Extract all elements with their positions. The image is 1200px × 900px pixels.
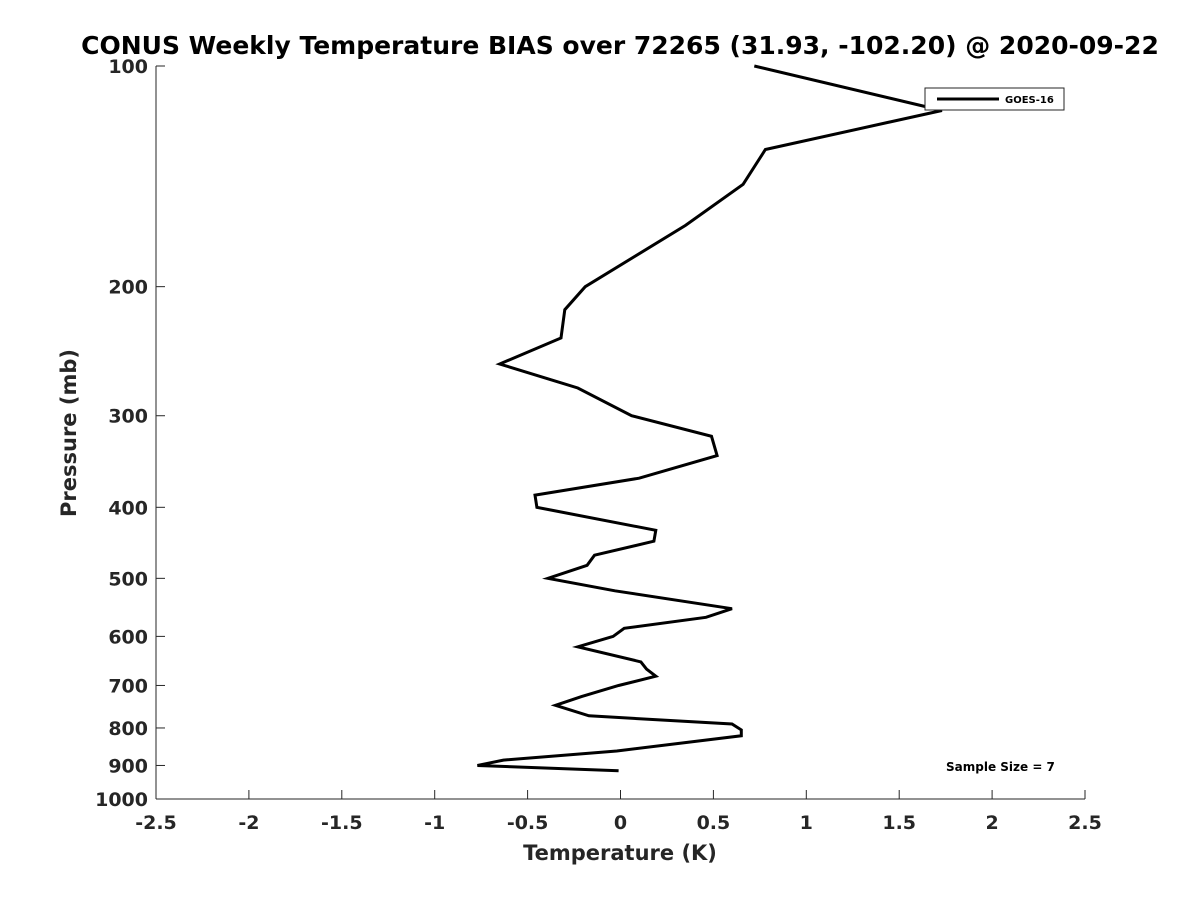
- y-axis-label: Pressure (mb): [57, 349, 81, 517]
- x-tick-label: 1.5: [882, 812, 916, 834]
- legend-label-goes-16: GOES-16: [1005, 95, 1054, 106]
- y-tick-label: 100: [108, 56, 148, 78]
- x-tick-label: -1: [424, 812, 445, 834]
- x-tick-label: 1: [800, 812, 813, 834]
- x-tick-label: 2: [985, 812, 998, 834]
- y-tick-label: 700: [108, 675, 148, 697]
- sample-size-annotation: Sample Size = 7: [946, 760, 1055, 774]
- x-tick-label: 0.5: [697, 812, 731, 834]
- y-tick-label: 600: [108, 626, 148, 648]
- legend: GOES-16: [924, 87, 1065, 111]
- y-tick-label: 800: [108, 718, 148, 740]
- x-tick-label: 2.5: [1068, 812, 1102, 834]
- x-tick-label: -2.5: [135, 812, 177, 834]
- series-line-goes-16: [477, 64, 943, 773]
- x-axis-label: Temperature (K): [523, 841, 717, 865]
- y-tick-label: 500: [108, 568, 148, 590]
- x-tick-label: 0: [614, 812, 627, 834]
- y-tick-label: 300: [108, 406, 148, 428]
- y-tick-label: 400: [108, 497, 148, 519]
- y-axis-ticks: 100 200 300 400 500 600 700 800 900 1000: [95, 56, 165, 811]
- y-tick-label: 1000: [95, 789, 148, 811]
- series-layer: [477, 64, 943, 773]
- x-tick-label: -1.5: [321, 812, 363, 834]
- x-tick-label: -2: [238, 812, 259, 834]
- y-tick-label: 900: [108, 755, 148, 777]
- plot-area: [156, 66, 1085, 799]
- x-tick-label: -0.5: [507, 812, 549, 834]
- x-axis-ticks: -2.5 -2 -1.5 -1 -0.5 0 0.5 1 1.5 2 2.5: [135, 790, 1102, 834]
- y-tick-label: 200: [108, 277, 148, 299]
- chart-title: CONUS Weekly Temperature BIAS over 72265…: [81, 31, 1159, 60]
